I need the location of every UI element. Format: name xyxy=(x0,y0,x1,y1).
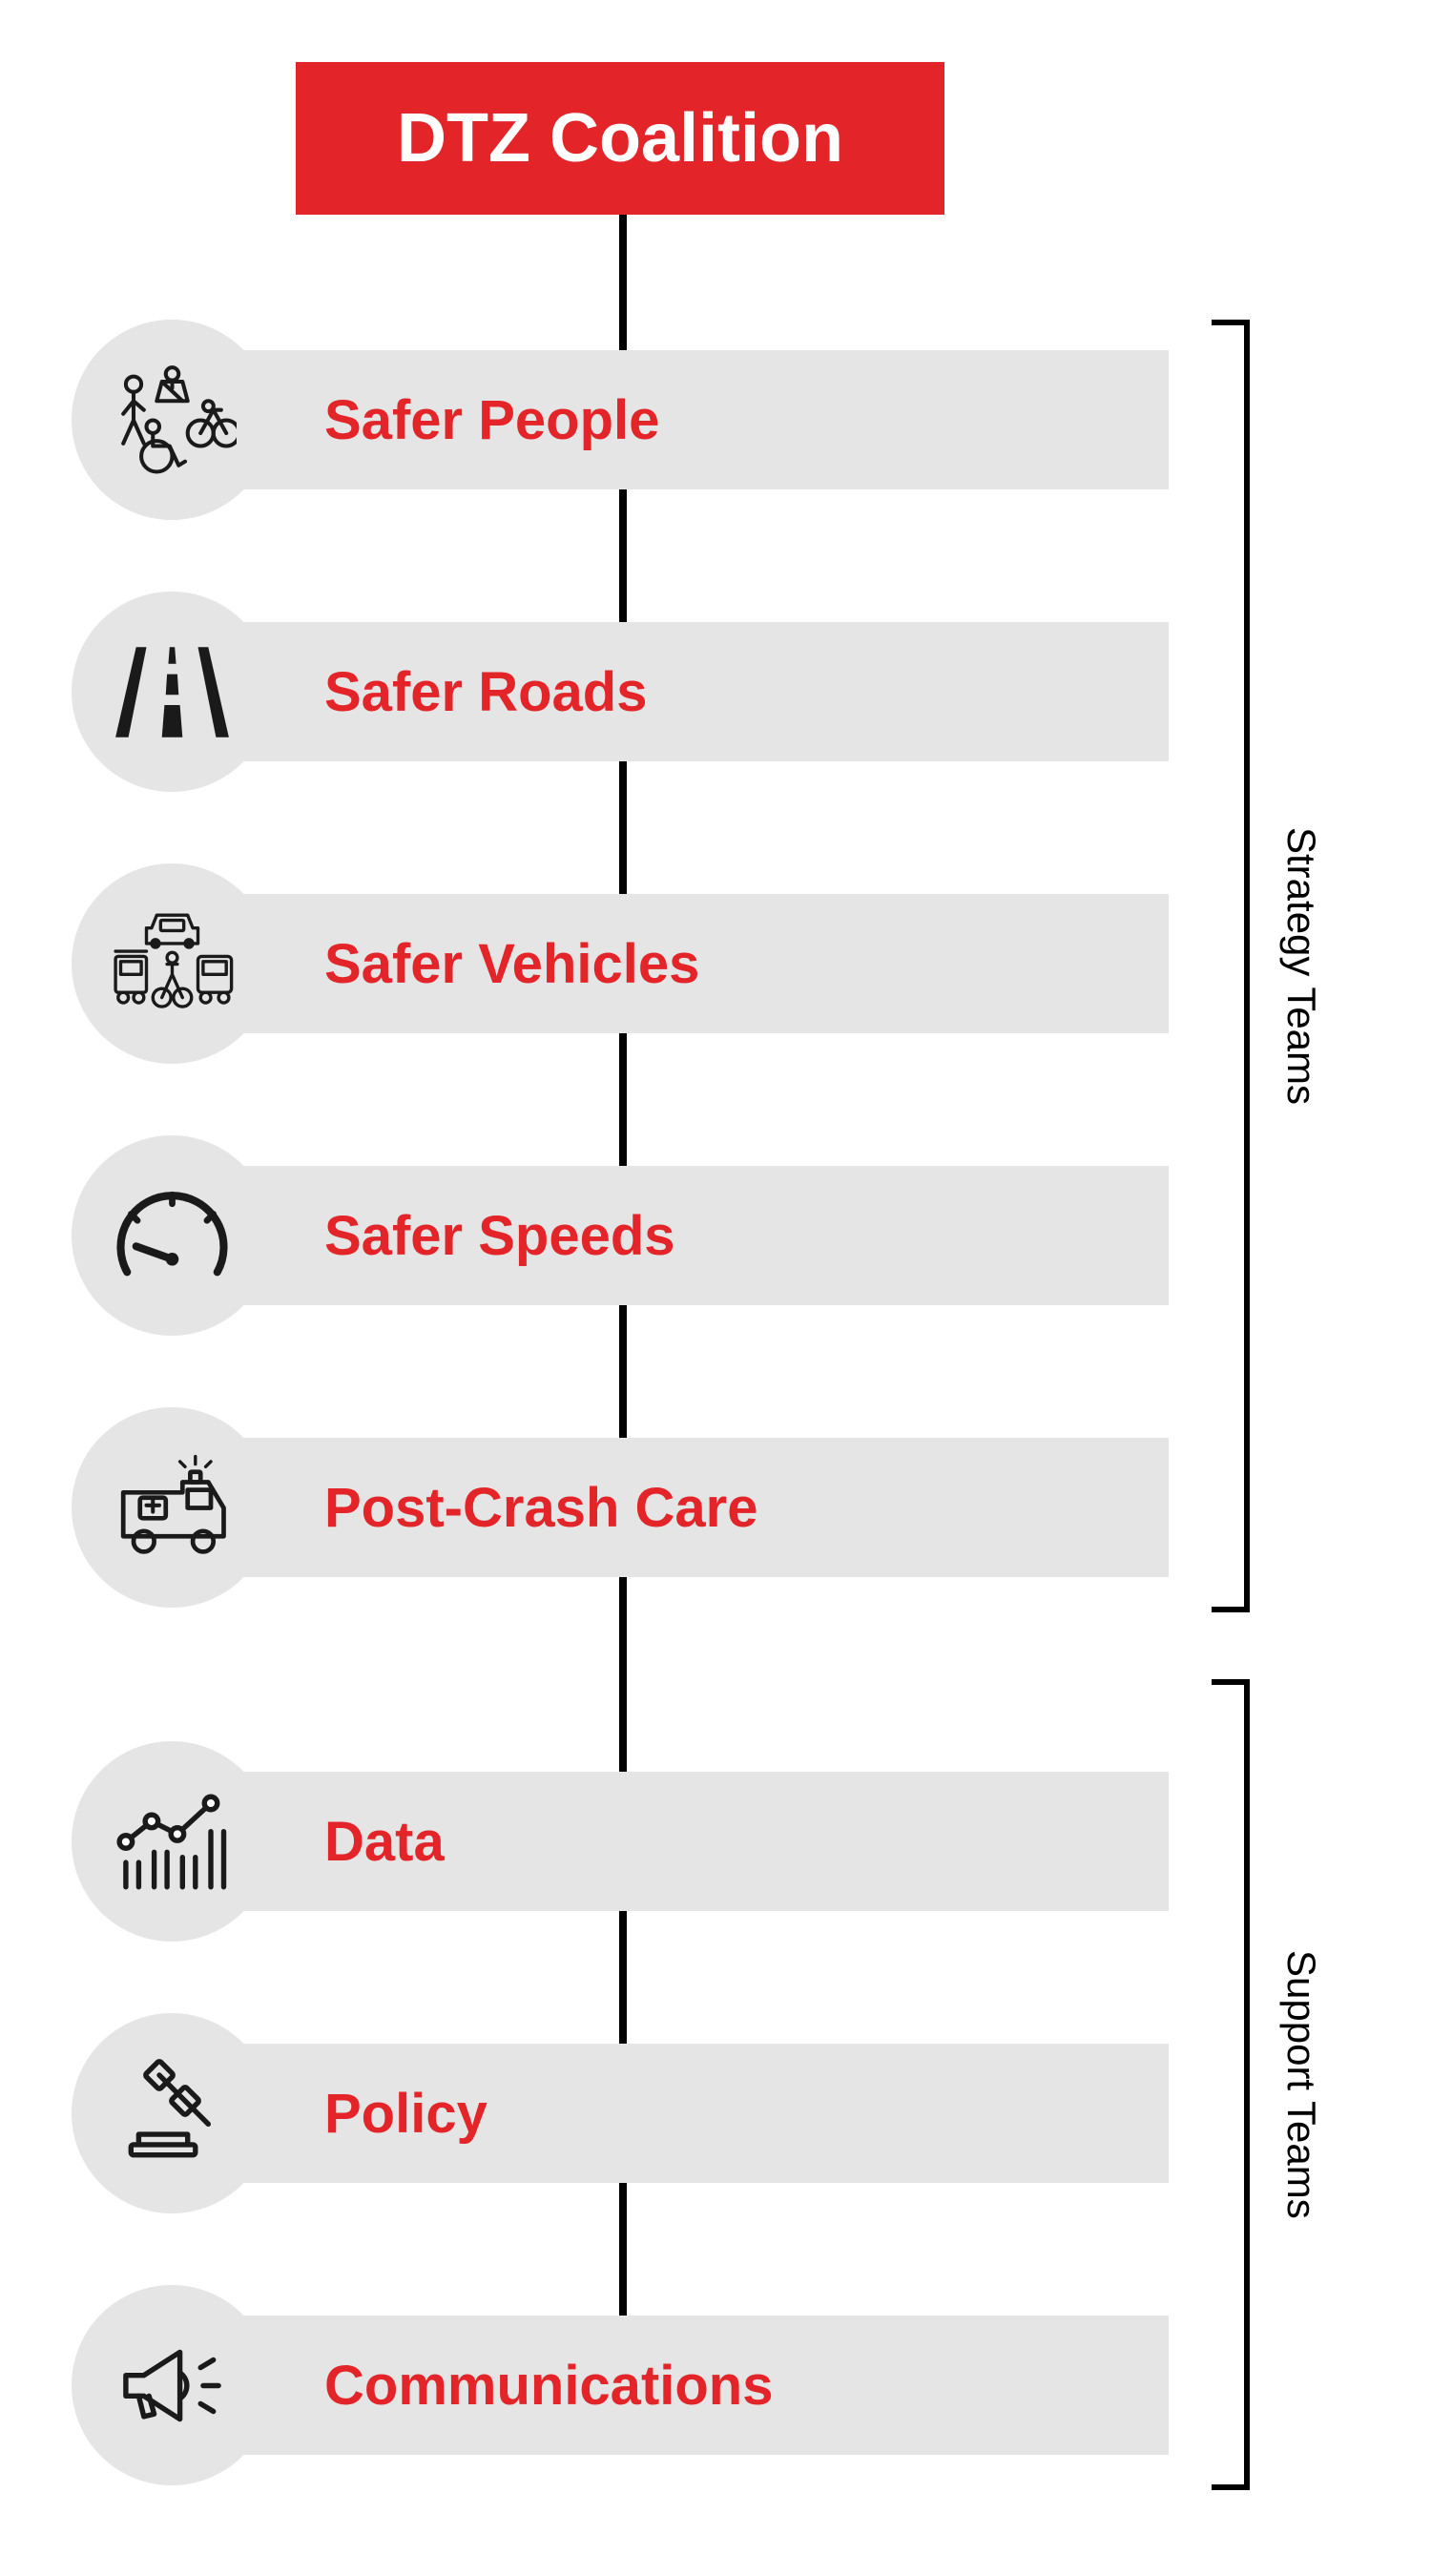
row-data: Data xyxy=(72,1741,1169,1942)
row-safer-people: Safer People xyxy=(72,320,1169,520)
row-label: Communications xyxy=(324,2354,774,2418)
row-label-bar: Data xyxy=(172,1772,1169,1911)
diagram-container: DTZ Coalition Safer People xyxy=(0,0,1431,2576)
bracket-label-strategy: Strategy Teams xyxy=(1278,320,1324,1612)
data-icon xyxy=(72,1741,272,1942)
road-icon xyxy=(72,592,272,792)
row-post-crash-care: Post-Crash Care xyxy=(72,1407,1169,1608)
header-title-text: DTZ Coalition xyxy=(397,99,843,177)
row-safer-speeds: Safer Speeds xyxy=(72,1135,1169,1336)
ambulance-icon xyxy=(72,1407,272,1608)
row-label: Data xyxy=(324,1810,445,1874)
header-title: DTZ Coalition xyxy=(296,62,944,215)
row-safer-vehicles: Safer Vehicles xyxy=(72,863,1169,1064)
vehicles-icon xyxy=(72,863,272,1064)
row-label-bar: Communications xyxy=(172,2316,1169,2455)
row-label: Safer Roads xyxy=(324,660,647,724)
row-label-bar: Post-Crash Care xyxy=(172,1438,1169,1577)
row-safer-roads: Safer Roads xyxy=(72,592,1169,792)
row-label: Post-Crash Care xyxy=(324,1476,757,1540)
row-communications: Communications xyxy=(72,2285,1169,2485)
row-label-bar: Safer Speeds xyxy=(172,1166,1169,1305)
row-label-bar: Policy xyxy=(172,2044,1169,2183)
megaphone-icon xyxy=(72,2285,272,2485)
bracket-strategy-teams xyxy=(1212,320,1250,1612)
row-label: Safer Vehicles xyxy=(324,932,699,996)
bracket-label-support: Support Teams xyxy=(1278,1679,1324,2490)
speedometer-icon xyxy=(72,1135,272,1336)
row-label: Policy xyxy=(324,2082,487,2146)
gavel-icon xyxy=(72,2013,272,2213)
row-label-bar: Safer People xyxy=(172,350,1169,489)
people-icon xyxy=(72,320,272,520)
row-policy: Policy xyxy=(72,2013,1169,2213)
row-label: Safer Speeds xyxy=(324,1204,675,1268)
row-label: Safer People xyxy=(324,388,659,452)
row-label-bar: Safer Roads xyxy=(172,622,1169,761)
row-label-bar: Safer Vehicles xyxy=(172,894,1169,1033)
bracket-support-teams xyxy=(1212,1679,1250,2490)
